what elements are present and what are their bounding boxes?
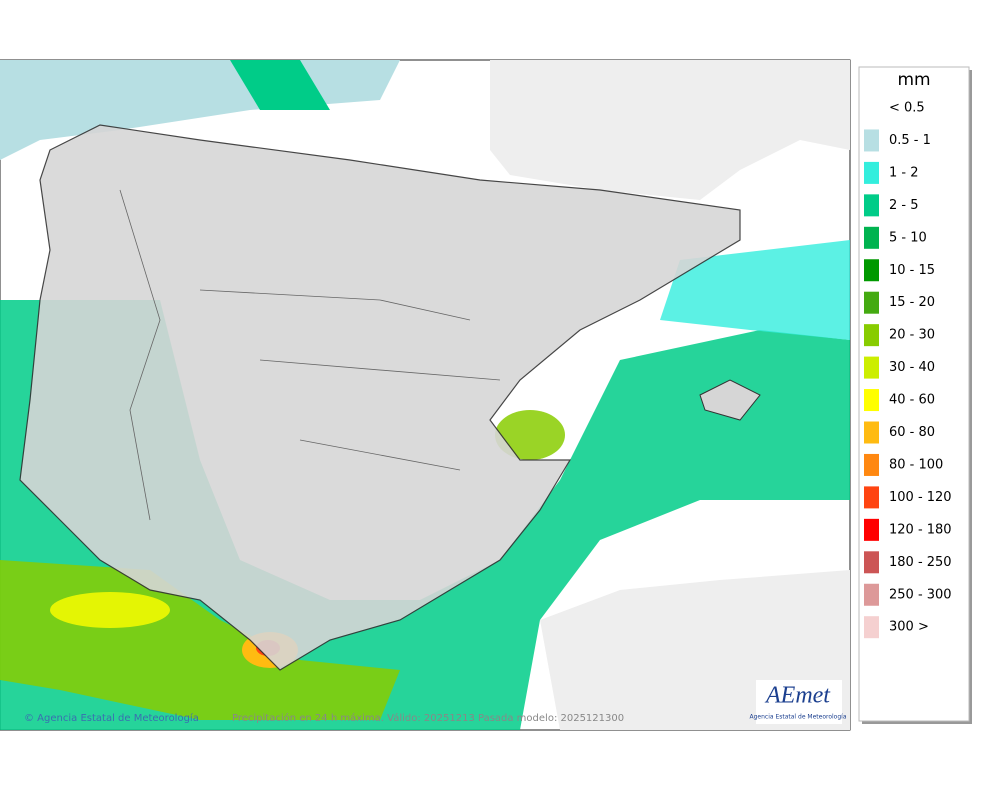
legend-swatch [864,421,879,444]
legend-label: 40 - 60 [889,393,935,408]
legend-swatch [864,161,879,184]
precip-area [495,410,565,460]
legend-swatch [864,194,879,217]
legend: mm < 0.5 0.5 - 1 1 - 2 2 - 5 5 - 10 10 - 15 15… [858,66,972,724]
legend-label: < 0.5 [889,101,925,116]
precip-area [50,592,170,628]
legend-swatch [864,616,879,639]
legend-label: 0.5 - 1 [889,133,931,148]
logo-box [756,680,842,724]
legend-swatch [864,97,879,119]
legend-label: 250 - 300 [889,587,952,602]
precip-area [230,60,330,110]
legend-swatch [864,324,879,347]
legend-swatch [864,583,879,606]
logo-name: AEmet [764,683,831,709]
map: AEmet Agencia Estatal de Meteorología © … [0,59,851,731]
legend-swatch [864,291,879,314]
legend-title: mm [897,70,930,90]
logo-subtitle: Agencia Estatal de Meteorología [750,714,847,721]
legend-swatch [864,518,879,541]
legend-swatch [864,129,879,152]
legend-label: 10 - 15 [889,263,935,278]
legend-swatch [864,486,879,509]
legend-label: 80 - 100 [889,457,943,472]
legend-label: 15 - 20 [889,295,935,310]
legend-swatch [864,551,879,574]
france-land [490,60,850,200]
legend-label: 60 - 80 [889,425,935,440]
legend-label: 1 - 2 [889,165,919,180]
copyright: © Agencia Estatal de Meteorología [24,712,199,724]
legend-label: 20 - 30 [889,328,935,343]
precip-area [660,240,850,340]
legend-swatch [864,453,879,476]
legend-swatch [864,356,879,379]
legend-label: 30 - 40 [889,360,935,375]
caption: Precipitación en 24 h máxima. Válido: 20… [232,712,624,724]
region-borders [119,189,501,521]
legend-label: 100 - 120 [889,490,952,505]
legend-label: 120 - 180 [889,522,952,537]
legend-swatch [864,389,879,412]
legend-swatch [864,259,879,282]
legend-swatch [864,226,879,249]
legend-label: 5 - 10 [889,230,927,245]
iberia-land [19,124,741,671]
balearic-land [699,379,761,421]
legend-label: 180 - 250 [889,555,952,570]
legend-label: 300 > [889,620,929,635]
legend-label: 2 - 5 [889,198,919,213]
